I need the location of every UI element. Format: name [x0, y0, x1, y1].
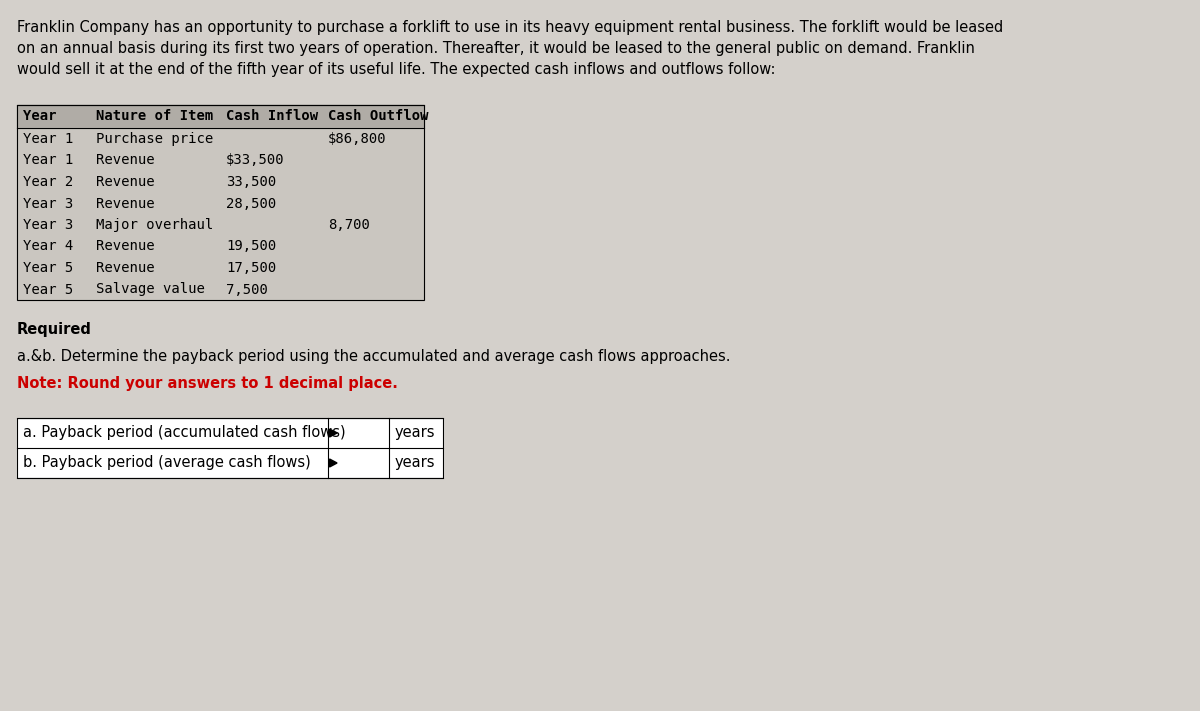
Text: Year 3: Year 3 — [23, 218, 73, 232]
Bar — [17, 105, 424, 128]
Text: Revenue: Revenue — [96, 196, 155, 210]
Text: $86,800: $86,800 — [328, 132, 386, 146]
Text: years: years — [395, 455, 434, 470]
Bar — [17, 149, 424, 171]
Text: Year: Year — [23, 109, 56, 123]
Text: b. Payback period (average cash flows): b. Payback period (average cash flows) — [23, 455, 311, 470]
Text: Year 1: Year 1 — [23, 154, 73, 168]
Text: 19,500: 19,500 — [226, 240, 276, 254]
Text: Purchase price: Purchase price — [96, 132, 214, 146]
Text: 8,700: 8,700 — [328, 218, 370, 232]
Text: Year 2: Year 2 — [23, 175, 73, 189]
Text: Year 4: Year 4 — [23, 240, 73, 254]
Bar — [17, 214, 424, 235]
Text: 17,500: 17,500 — [226, 261, 276, 275]
Polygon shape — [330, 459, 337, 467]
Text: a.&b. Determine the payback period using the accumulated and average cash flows : a.&b. Determine the payback period using… — [17, 349, 731, 364]
Bar — [17, 279, 424, 300]
Text: $33,500: $33,500 — [226, 154, 284, 168]
Text: Year 1: Year 1 — [23, 132, 73, 146]
Text: Required: Required — [17, 322, 92, 337]
Text: Note: Round your answers to 1 decimal place.: Note: Round your answers to 1 decimal pl… — [17, 376, 398, 391]
Bar — [17, 171, 424, 193]
Text: 28,500: 28,500 — [226, 196, 276, 210]
Bar — [17, 257, 424, 279]
Text: Franklin Company has an opportunity to purchase a forklift to use in its heavy e: Franklin Company has an opportunity to p… — [17, 20, 1003, 77]
Text: Major overhaul: Major overhaul — [96, 218, 214, 232]
Bar — [17, 448, 444, 478]
Text: a. Payback period (accumulated cash flows): a. Payback period (accumulated cash flow… — [23, 425, 346, 440]
Text: Year 5: Year 5 — [23, 261, 73, 275]
Text: Cash Outflow: Cash Outflow — [328, 109, 428, 123]
Bar — [17, 128, 424, 149]
Text: Revenue: Revenue — [96, 240, 155, 254]
Bar — [17, 193, 424, 214]
Text: 33,500: 33,500 — [226, 175, 276, 189]
Text: Year 3: Year 3 — [23, 196, 73, 210]
Text: Year 5: Year 5 — [23, 282, 73, 296]
Bar — [17, 418, 444, 448]
Polygon shape — [330, 429, 337, 437]
Text: Revenue: Revenue — [96, 154, 155, 168]
Bar — [17, 105, 424, 300]
Text: 7,500: 7,500 — [226, 282, 268, 296]
Bar — [17, 235, 424, 257]
Bar — [17, 418, 444, 478]
Text: Nature of Item: Nature of Item — [96, 109, 214, 123]
Text: Cash Inflow: Cash Inflow — [226, 109, 318, 123]
Text: Revenue: Revenue — [96, 175, 155, 189]
Text: Salvage value: Salvage value — [96, 282, 205, 296]
Text: Revenue: Revenue — [96, 261, 155, 275]
Text: years: years — [395, 425, 434, 440]
